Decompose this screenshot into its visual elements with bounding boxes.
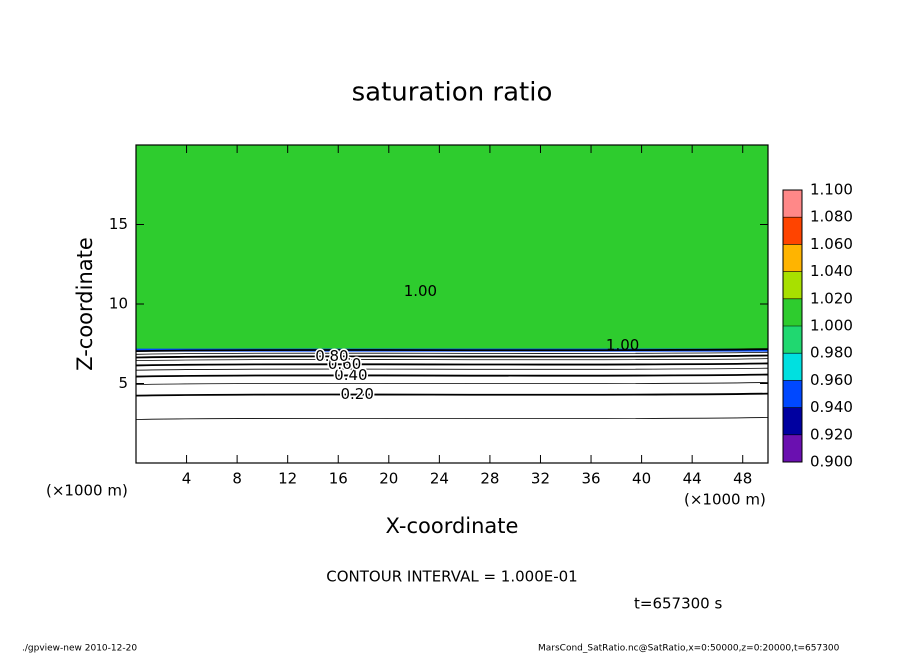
contour-label: 0.80 xyxy=(315,347,348,365)
colorbar-tick-label: 1.080 xyxy=(810,208,853,226)
x-unit-label: (×1000 m) xyxy=(46,482,128,500)
colorbar-swatch xyxy=(783,190,802,218)
x-tick-label: 12 xyxy=(278,470,297,488)
contour-interval: CONTOUR INTERVAL = 1.000E-01 xyxy=(326,568,577,586)
chart-title: saturation ratio xyxy=(352,78,553,108)
x-tick-label: 40 xyxy=(632,470,651,488)
x-tick-label: 4 xyxy=(182,470,192,488)
contour-line xyxy=(135,373,769,378)
colorbar-swatch xyxy=(783,271,802,299)
colorbar-tick-label: 1.060 xyxy=(810,235,853,253)
contour-line xyxy=(135,382,769,385)
x-unit-label: (×1000 m) xyxy=(684,491,766,509)
contour-label: 1.00 xyxy=(606,336,639,354)
x-tick-label: 28 xyxy=(480,470,499,488)
contour-line xyxy=(135,351,769,355)
footer-left: ./gpview-new 2010-12-20 xyxy=(22,644,137,654)
contour-line xyxy=(135,392,769,397)
colorbar-tick-label: 0.900 xyxy=(810,453,853,471)
contour-label: 0.60 xyxy=(328,355,361,373)
colorbar-swatch xyxy=(783,326,802,354)
colorbar-tick-label: 0.920 xyxy=(810,425,853,443)
y-tick-label: 15 xyxy=(109,215,128,233)
contour-line xyxy=(135,417,769,420)
x-tick-label: 36 xyxy=(581,470,600,488)
colorbar-tick-label: 1.100 xyxy=(810,181,853,199)
contour-line xyxy=(135,362,769,367)
colorbar-swatch xyxy=(783,353,802,381)
contour-label: 0.20 xyxy=(340,385,373,403)
footer-right: MarsCond_SatRatio.nc@SatRatio,x=0:50000,… xyxy=(538,644,840,654)
colorbar-tick-label: 0.960 xyxy=(810,371,853,389)
contour-line xyxy=(135,354,769,359)
contour-line xyxy=(135,348,769,353)
y-tick-label: 10 xyxy=(109,295,128,313)
x-tick-label: 8 xyxy=(232,470,242,488)
y-axis-label: Z-coordinate xyxy=(73,237,97,371)
colorbar-swatch xyxy=(783,244,802,272)
contour-line xyxy=(135,367,769,371)
colorbar-tick-label: 1.040 xyxy=(810,262,853,280)
colorbar-swatch xyxy=(783,407,802,435)
x-tick-label: 44 xyxy=(683,470,702,488)
x-tick-label: 24 xyxy=(430,470,449,488)
colorbar-tick-label: 0.940 xyxy=(810,398,853,416)
time-label: t=657300 s xyxy=(634,595,722,613)
colorbar-tick-label: 1.020 xyxy=(810,289,853,307)
colorbar-swatch xyxy=(783,298,802,326)
colorbar-swatch xyxy=(783,217,802,245)
contour-label: 0.40 xyxy=(334,366,367,384)
colorbar-tick-label: 1.000 xyxy=(810,317,853,335)
colorbar-tick-label: 0.980 xyxy=(810,344,853,362)
contour-label: 1.00 xyxy=(404,282,437,300)
colorbar-swatch xyxy=(783,434,802,462)
x-axis-label: X-coordinate xyxy=(386,514,519,538)
x-tick-label: 16 xyxy=(329,470,348,488)
field-region xyxy=(136,145,768,351)
colorbar-swatch xyxy=(783,380,802,408)
x-tick-label: 32 xyxy=(531,470,550,488)
y-tick-label: 5 xyxy=(118,374,128,392)
contour-line xyxy=(135,358,769,362)
x-tick-label: 20 xyxy=(379,470,398,488)
x-tick-label: 48 xyxy=(733,470,752,488)
